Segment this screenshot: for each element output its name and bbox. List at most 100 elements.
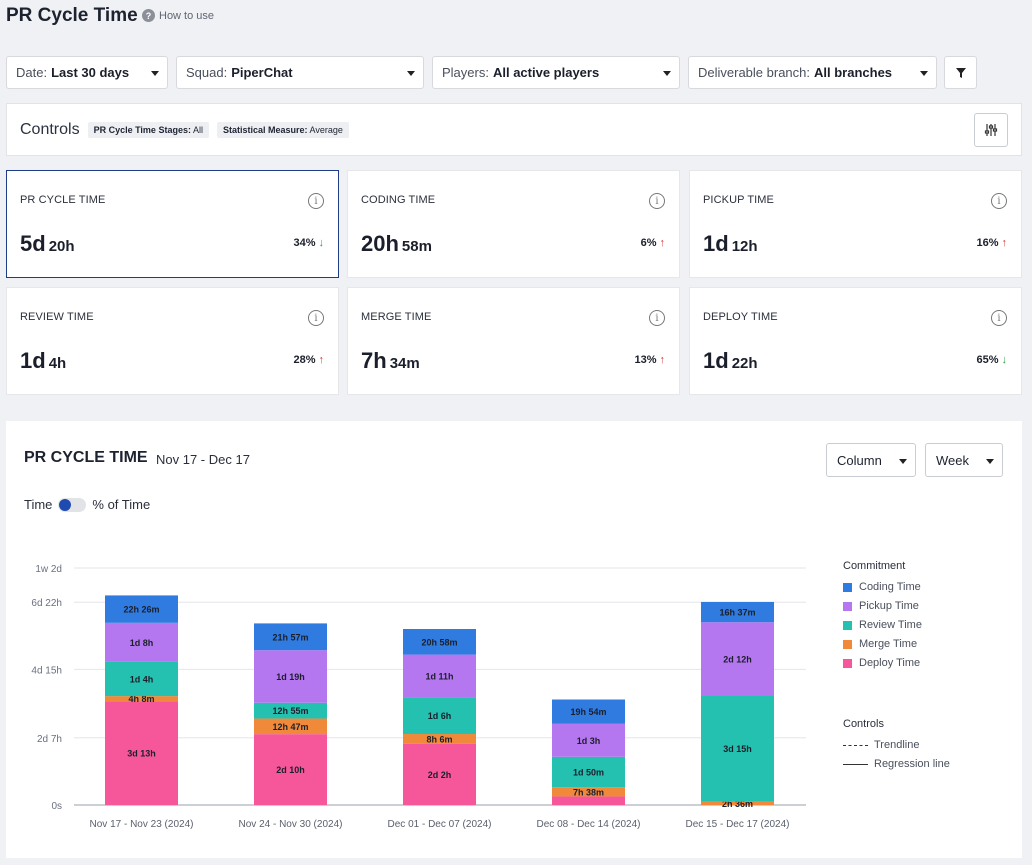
bar-segment[interactable] [403,628,476,655]
legend-trendline[interactable]: Trendline [843,739,919,751]
bar-segment[interactable] [254,734,327,805]
metric-change-pct: 34% [293,237,316,249]
bar-data-label: 1d 50m [573,767,604,777]
how-to-use-link[interactable]: ? How to use [142,9,214,22]
bar-data-label: 7h 38m [573,787,604,797]
info-icon[interactable]: i [649,193,665,209]
metric-label: PICKUP TIME [703,194,774,206]
bar-segment[interactable] [403,654,476,698]
metric-value-major: 20h [361,231,399,256]
measure-chip-value: Average [309,124,343,135]
legend-label: Merge Time [859,638,918,650]
bar-segment[interactable] [254,702,327,719]
players-filter[interactable]: Players: All active players [432,56,680,89]
metric-card-pr-cycle-time[interactable]: PR CYCLE TIME i 5d 20h 34% ↓ [6,170,339,278]
metric-card-pickup-time[interactable]: PICKUP TIME i 1d 12h 16% ↑ [689,170,1022,278]
bar-segment[interactable] [254,623,327,651]
legend-item[interactable]: Deploy Time [843,657,920,669]
measure-chip-key: Statistical Measure: [222,124,308,135]
x-tick-label: Nov 24 - Nov 30 (2024) [239,819,343,830]
legend-item[interactable]: Merge Time [843,638,917,650]
metric-value: 7h 34m [361,348,420,374]
measure-chip[interactable]: Statistical Measure: Average [216,121,349,138]
granularity-select[interactable]: Week [925,443,1003,477]
bar-segment[interactable] [105,595,178,623]
settings-button[interactable] [974,113,1008,147]
bar-data-label: 1d 8h [130,638,154,648]
info-icon[interactable]: i [649,310,665,326]
bar-segment[interactable] [403,743,476,805]
bar-data-label: 3d 15h [723,744,752,754]
bar-segment[interactable] [701,695,774,802]
bar-segment[interactable] [552,699,625,724]
bar-data-label: 12h 55m [272,706,308,716]
players-filter-value: All active players [492,65,600,80]
chart-type-select[interactable]: Column [826,443,916,477]
arrow-down-icon: ↓ [1001,354,1008,366]
bar-segment[interactable] [254,718,327,735]
metric-card-review-time[interactable]: REVIEW TIME i 1d 4h 28% ↑ [6,287,339,395]
bar-segment[interactable] [701,622,774,696]
bar-segment[interactable] [701,601,774,623]
stages-chip[interactable]: PR Cycle Time Stages: All [87,121,209,138]
info-icon[interactable]: i [991,193,1007,209]
solid-line-icon [843,763,868,765]
bar-segment[interactable] [105,622,178,662]
bar-segment[interactable] [105,661,178,697]
legend-controls-title: Controls [843,718,884,730]
legend-regression[interactable]: Regression line [843,758,950,770]
bar-segment[interactable] [552,756,625,788]
metric-value-major: 5d [20,231,46,256]
metric-label: REVIEW TIME [20,311,94,323]
squad-filter-value: PiperChat [231,65,293,80]
date-filter-value: Last 30 days [51,65,130,80]
bar-segment[interactable] [403,734,476,744]
x-tick-label: Dec 01 - Dec 07 (2024) [388,819,492,830]
info-icon[interactable]: i [991,310,1007,326]
metric-card-merge-time[interactable]: MERGE TIME i 7h 34m 13% ↑ [347,287,680,395]
bar-segment[interactable] [403,697,476,735]
how-to-use-label: How to use [159,9,215,22]
bar-segment[interactable] [105,701,178,805]
legend-item[interactable]: Coding Time [843,581,921,593]
metric-value-major: 7h [361,348,387,373]
toggle-left-label: Time [24,497,53,512]
date-filter[interactable]: Date: Last 30 days [6,56,168,89]
metric-value: 20h 58m [361,231,432,257]
info-icon[interactable]: i [308,193,324,209]
legend-label: Coding Time [859,581,921,593]
bar-data-label: 1d 11h [425,671,453,681]
bar-segment[interactable] [254,650,327,703]
sliders-icon [984,124,998,136]
legend-swatch [843,658,852,668]
squad-filter[interactable]: Squad: PiperChat [176,56,424,89]
legend-item[interactable]: Pickup Time [843,600,919,612]
legend-item[interactable]: Review Time [843,619,922,631]
bar-data-label: 2d 10h [276,765,305,775]
time-percent-toggle[interactable] [58,497,87,512]
chart-panel: PR CYCLE TIME Nov 17 - Dec 17 Column Wee… [6,421,1022,858]
metric-card-deploy-time[interactable]: DEPLOY TIME i 1d 22h 65% ↓ [689,287,1022,395]
bar-data-label: 1d 3h [577,736,601,746]
bar-segment[interactable] [552,787,625,797]
metric-change: 65% ↓ [976,354,1007,366]
bar-data-label: 20h 58m [421,637,457,647]
branch-filter[interactable]: Deliverable branch: All branches [688,56,937,89]
metric-value: 1d 22h [703,348,758,374]
bar-data-label: 1d 19h [276,672,305,682]
arrow-up-icon: ↑ [659,354,666,366]
bar-segment[interactable] [105,696,178,702]
squad-filter-key: Squad: [186,65,228,80]
toggle-knob [59,498,72,511]
info-icon[interactable]: i [308,310,324,326]
metric-card-coding-time[interactable]: CODING TIME i 20h 58m 6% ↑ [347,170,680,278]
legend-trendline-label: Trendline [874,739,920,751]
bar-segment[interactable] [701,801,774,805]
branch-filter-value: All branches [814,65,893,80]
bar-segment[interactable] [552,723,625,757]
legend-label: Review Time [859,619,922,631]
bar-segment[interactable] [552,796,625,805]
filter-button[interactable] [944,56,977,89]
dashed-line-icon [843,744,868,746]
x-tick-label: Dec 08 - Dec 14 (2024) [537,819,641,830]
